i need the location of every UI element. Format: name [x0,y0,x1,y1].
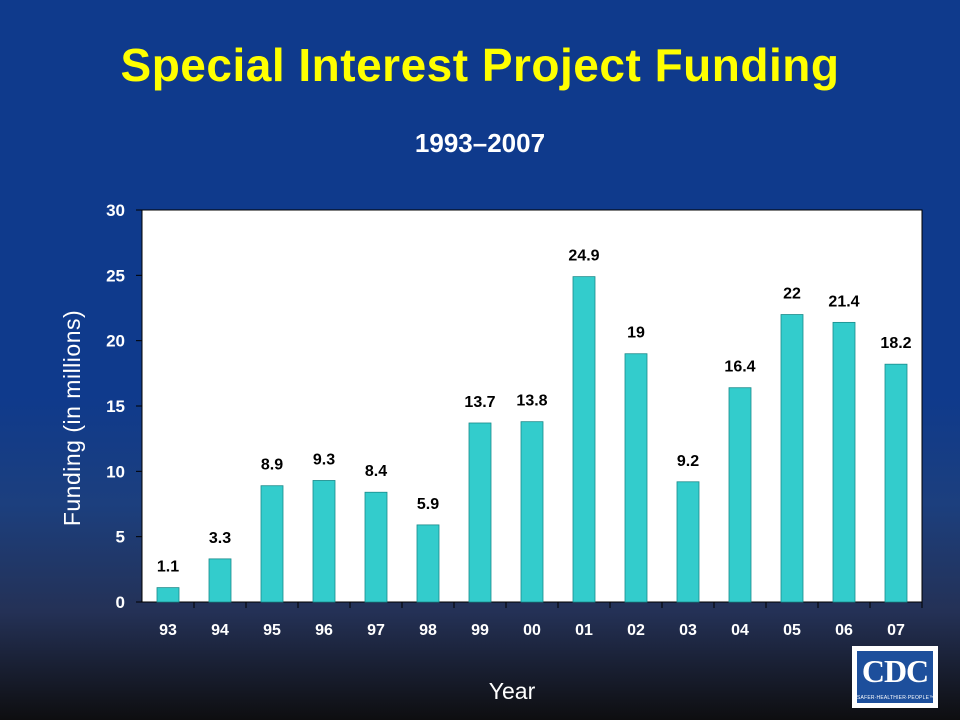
cdc-logo: CDC SAFER·HEALTHIER·PEOPLE™ [852,646,938,708]
data-label: 3.3 [209,530,231,547]
bar [260,485,284,603]
data-label: 24.9 [568,248,599,265]
bar [416,524,440,603]
bar [624,353,648,603]
data-label: 22 [783,286,801,303]
y-tick-label: 5 [116,528,125,547]
bar [208,558,232,603]
bar [884,363,908,603]
data-label: 9.2 [677,453,699,470]
data-label: 1.1 [157,559,179,576]
x-tick-label: 97 [367,622,385,639]
data-label: 13.8 [516,393,547,410]
x-tick-label: 95 [263,622,281,639]
x-tick-label: 99 [471,622,489,639]
bar [520,421,544,603]
y-tick-label: 25 [106,266,125,285]
x-axis-label: Year [488,678,536,704]
y-tick-label: 10 [106,462,125,481]
logo-text: CDC [861,653,929,689]
x-tick-label: 02 [627,622,645,639]
x-tick-label: 00 [523,622,541,639]
y-tick-label: 30 [106,201,125,220]
data-label: 16.4 [724,359,755,376]
x-tick-label: 03 [679,622,697,639]
y-tick-label: 20 [106,332,125,351]
bar [676,481,700,603]
x-tick-label: 06 [835,622,853,639]
x-tick-label: 96 [315,622,333,639]
x-tick-label: 05 [783,622,801,639]
slide-subtitle: 1993–2007 [414,128,546,158]
bar [468,422,492,603]
slide-title: Special Interest Project Funding [120,39,840,91]
x-tick-label: 04 [731,622,749,639]
data-label: 5.9 [417,496,439,513]
data-label: 8.9 [261,457,283,474]
data-label: 21.4 [828,293,859,310]
data-label: 13.7 [464,394,495,411]
bar [780,314,804,603]
data-label: 8.4 [365,463,387,480]
x-tick-label: 07 [887,622,905,639]
bar [312,480,336,603]
data-label: 19 [627,325,645,342]
y-tick-label: 0 [116,593,125,612]
x-tick-label: 98 [419,622,437,639]
x-tick-label: 93 [159,622,177,639]
logo-tagline: SAFER·HEALTHIER·PEOPLE™ [857,695,935,701]
x-tick-label: 01 [575,622,593,639]
y-tick-label: 15 [106,397,125,416]
y-axis-label: Funding (in millions) [59,309,85,527]
bar [728,387,752,603]
x-tick-label: 94 [211,622,229,639]
bar [572,276,596,603]
bar [156,587,180,603]
data-label: 9.3 [313,451,335,468]
bar [364,491,388,603]
data-label: 18.2 [880,335,911,352]
bar [832,321,856,603]
